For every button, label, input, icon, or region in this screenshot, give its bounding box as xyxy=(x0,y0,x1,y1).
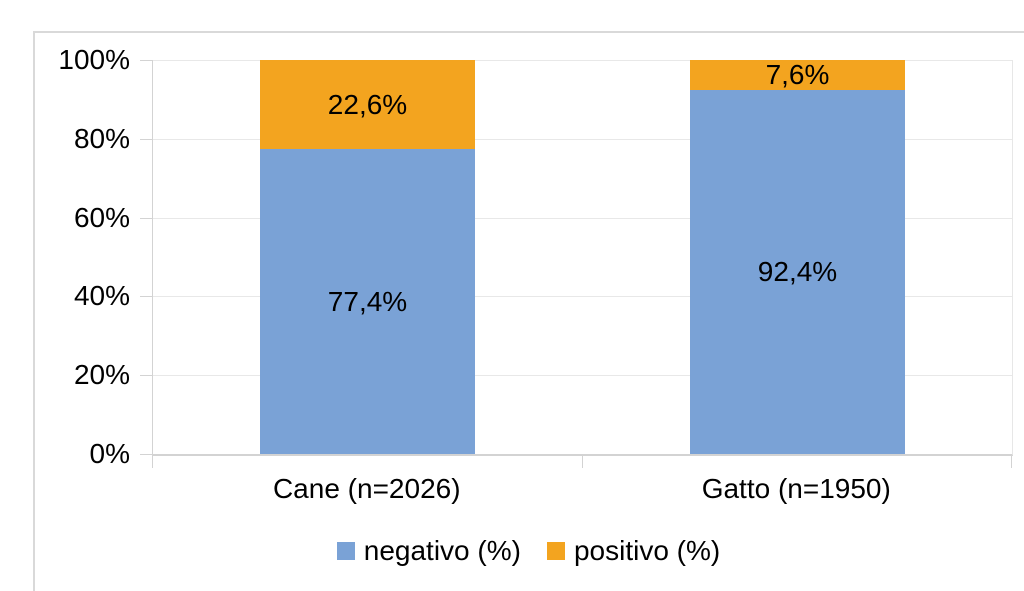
bar-segment-negativo: 77,4% xyxy=(260,149,475,454)
legend-label: positivo (%) xyxy=(573,535,721,566)
chart-legend: negativo (%) positivo (%) xyxy=(33,536,1024,566)
gridline xyxy=(153,60,1012,61)
value-label: 77,4% xyxy=(327,285,408,317)
bar-segment-negativo: 92,4% xyxy=(690,90,905,454)
y-tick-label: 40% xyxy=(73,280,130,311)
y-tick-mark xyxy=(140,218,152,219)
plot-area: 77,4% 22,6% 92,4% 7,6% xyxy=(152,60,1013,456)
y-tick-mark xyxy=(140,375,152,376)
y-tick-label: 0% xyxy=(89,438,130,469)
y-tick-label: 60% xyxy=(73,202,130,233)
x-tick-mark xyxy=(152,456,153,468)
y-tick-label: 20% xyxy=(73,359,130,390)
x-tick-mark xyxy=(1011,456,1012,468)
category-label: Cane (n=2026) xyxy=(272,473,461,504)
bar-gatto: 92,4% 7,6% xyxy=(690,60,905,454)
y-tick-mark xyxy=(140,60,152,61)
y-tick-mark xyxy=(140,139,152,140)
x-axis: Cane (n=2026) Gatto (n=1950) xyxy=(152,474,1011,504)
legend-item: positivo (%) xyxy=(546,535,721,566)
gridline xyxy=(153,139,1012,140)
y-tick-mark xyxy=(140,454,152,455)
gridline xyxy=(153,296,1012,297)
legend-swatch xyxy=(546,542,565,560)
category-label: Gatto (n=1950) xyxy=(701,473,891,504)
value-label: 92,4% xyxy=(757,256,838,287)
y-axis: 0% 20% 40% 60% 80% 100% xyxy=(0,0,130,591)
x-tick-mark xyxy=(582,456,583,468)
bar-segment-positivo: 22,6% xyxy=(260,60,475,149)
gridline xyxy=(153,375,1012,376)
gridline xyxy=(153,218,1012,219)
y-tick-label: 100% xyxy=(58,44,130,75)
legend-item: negativo (%) xyxy=(336,535,521,566)
legend-swatch xyxy=(336,542,355,560)
y-tick-label: 80% xyxy=(73,123,130,154)
value-label: 7,6% xyxy=(765,59,830,90)
bar-segment-positivo: 7,6% xyxy=(690,60,905,90)
y-tick-mark xyxy=(140,296,152,297)
value-label: 22,6% xyxy=(327,88,408,120)
bar-cane: 77,4% 22,6% xyxy=(260,60,475,454)
legend-label: negativo (%) xyxy=(363,535,521,566)
